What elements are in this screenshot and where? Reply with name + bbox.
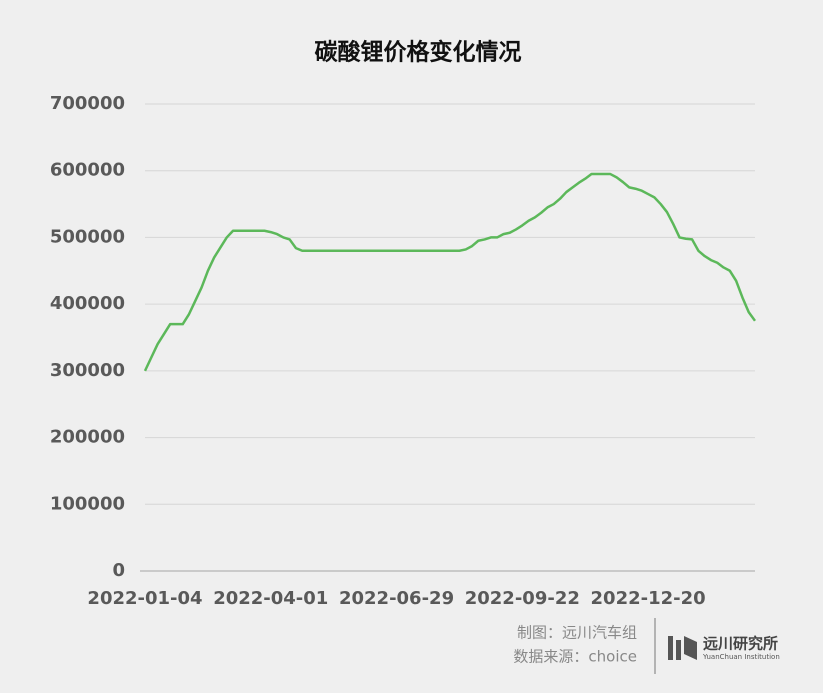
source: 数据来源：choice	[513, 648, 637, 666]
y-tick-label: 600000	[50, 160, 125, 181]
x-tick-label: 2022-12-20	[591, 588, 706, 609]
y-tick-label: 200000	[50, 427, 125, 448]
x-tick-label: 2022-06-29	[339, 588, 454, 609]
y-tick-label: 700000	[50, 93, 125, 114]
plot: 0 100000 200000 300000 400000 500000 600000 700…	[50, 93, 757, 609]
y-tick-label: 500000	[50, 226, 125, 247]
brand: 远川研究所	[703, 635, 778, 653]
chart-title: 碳酸锂价格变化情况	[315, 39, 522, 66]
credit: 制图：远川汽车组	[517, 624, 637, 642]
y-tick-label: 400000	[50, 293, 125, 314]
price-line	[143, 172, 757, 372]
x-tick-label: 2022-01-04	[87, 588, 202, 609]
x-tick-label: 2022-04-01	[213, 588, 328, 609]
logo-icon	[668, 636, 697, 660]
y-tick-label: 100000	[50, 493, 125, 514]
brand-en: YuanChuan Institution	[702, 653, 780, 661]
y-tick-label: 300000	[50, 360, 125, 381]
y-tick-label: 0	[112, 560, 125, 581]
x-tick-label: 2022-09-22	[465, 588, 580, 609]
